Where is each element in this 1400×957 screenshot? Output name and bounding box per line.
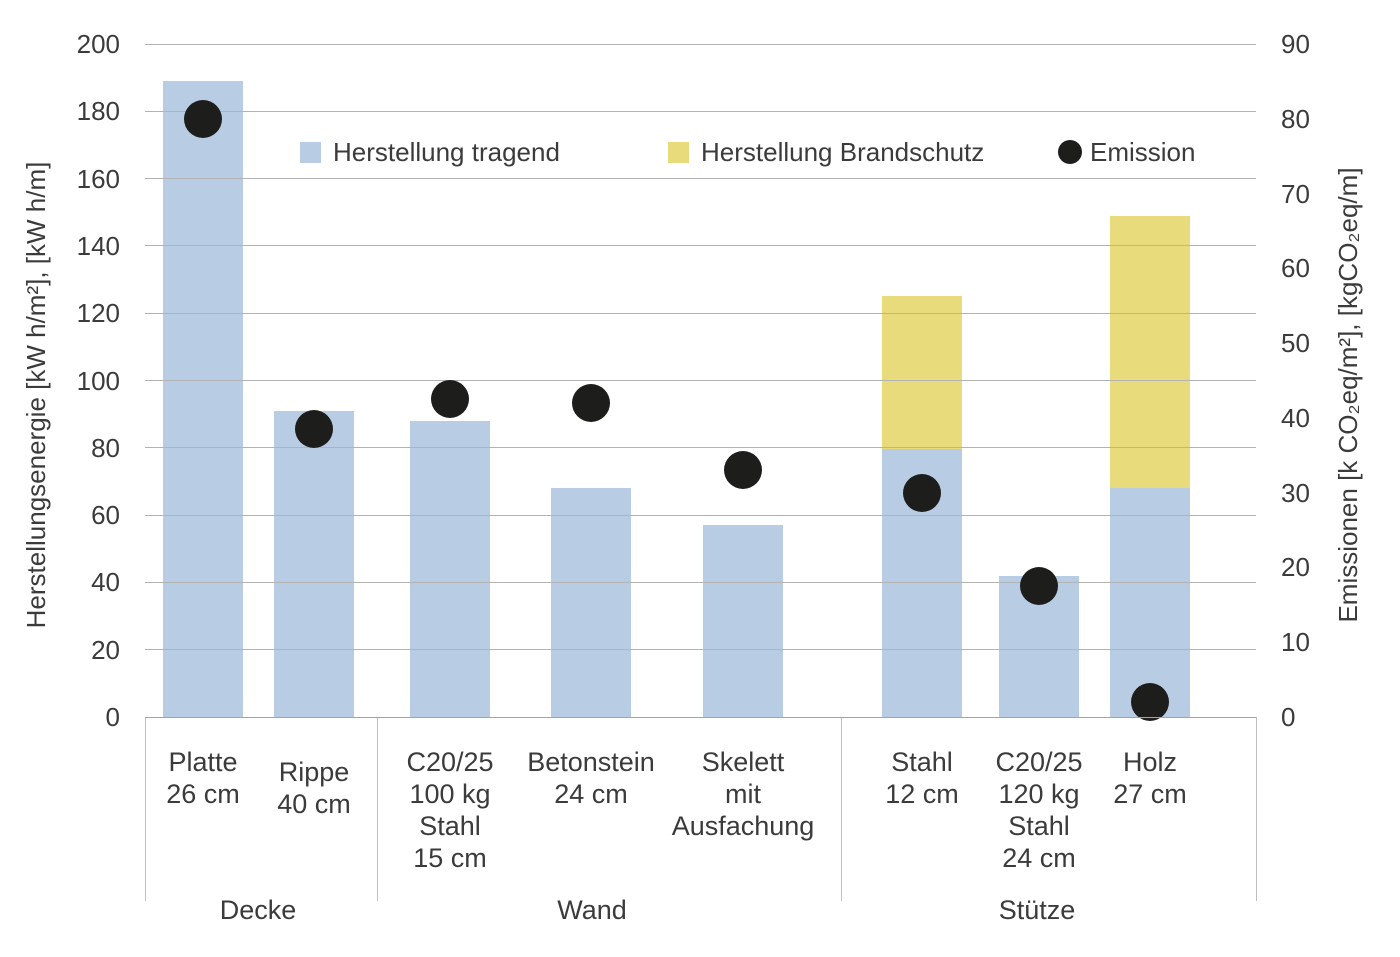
left-axis-title: Herstellungsenergie [kW h/m²], [kW h/m] bbox=[21, 161, 51, 629]
category-label-0: Platte 26 cm bbox=[93, 746, 313, 810]
category-label-line: Holz bbox=[1122, 747, 1177, 777]
category-label-line: 12 cm bbox=[885, 779, 959, 809]
right-axis-tick-label: 30 bbox=[1281, 477, 1310, 508]
legend-item-emission: Emission bbox=[1058, 138, 1195, 166]
category-label-line: Betonstein bbox=[527, 747, 655, 777]
right-axis-tick-label: 10 bbox=[1281, 627, 1310, 658]
emission-dot-3 bbox=[572, 383, 610, 422]
legend-swatch-emission-icon bbox=[1058, 140, 1082, 164]
legend-label: Herstellung Brandschutz bbox=[701, 137, 985, 167]
gridline-20 bbox=[145, 649, 1256, 651]
legend-swatch-brandschutz-icon bbox=[668, 141, 689, 163]
right-axis-title: Emissionen [k CO₂eq/m²], [kgCO₂eq/m] bbox=[1333, 167, 1363, 623]
emission-dot-5 bbox=[903, 473, 941, 512]
category-label-line: C20/25 bbox=[406, 747, 494, 777]
right-axis-tick-label: 20 bbox=[1281, 552, 1310, 583]
left-axis-tick-label: 100 bbox=[76, 365, 120, 396]
bar-tragend-7 bbox=[1110, 488, 1190, 717]
category-label-7: Holz 27 cm bbox=[1040, 746, 1260, 810]
category-label-line: Stahl bbox=[419, 811, 481, 841]
category-label-line: 24 cm bbox=[554, 779, 628, 809]
category-label-1: Rippe 40 cm bbox=[204, 756, 424, 820]
category-label-line: 26 cm bbox=[166, 779, 240, 809]
x-axis-line bbox=[145, 716, 1256, 718]
bar-tragend-3 bbox=[551, 488, 631, 717]
category-label-line: 15 cm bbox=[413, 843, 487, 873]
emission-dot-6 bbox=[1020, 567, 1058, 606]
gridline-180 bbox=[145, 110, 1256, 112]
left-axis-tick-label: 40 bbox=[91, 567, 120, 598]
left-axis-tick-label: 20 bbox=[91, 634, 120, 665]
gridline-120 bbox=[145, 312, 1256, 314]
right-axis-tick-label: 70 bbox=[1281, 178, 1310, 209]
category-label-3: Betonstein 24 cm bbox=[481, 746, 701, 810]
left-axis-tick-label: 140 bbox=[76, 230, 120, 261]
bar-tragend-4 bbox=[703, 525, 783, 717]
group-label-decke: Decke bbox=[219, 895, 297, 925]
right-axis-tick-label: 60 bbox=[1281, 253, 1310, 284]
category-label-2: C20/25 100 kg Stahl 15 cm bbox=[340, 746, 560, 874]
gridline-140 bbox=[145, 245, 1256, 247]
category-label-line: 24 cm bbox=[1002, 843, 1076, 873]
left-axis-tick-label: 60 bbox=[91, 500, 120, 531]
bar-brandschutz-7 bbox=[1110, 215, 1190, 489]
legend-swatch-tragend-icon bbox=[300, 141, 321, 163]
group-separator-0 bbox=[145, 717, 146, 901]
legend-item-herstellung-tragend: Herstellung tragend bbox=[300, 138, 560, 166]
emission-dot-0 bbox=[184, 99, 222, 138]
gridline-80 bbox=[145, 447, 1256, 449]
gridline-40 bbox=[145, 581, 1256, 583]
left-axis-tick-label: 0 bbox=[105, 702, 120, 732]
group-separator-3 bbox=[1256, 717, 1257, 901]
category-label-line: Platte bbox=[168, 747, 238, 777]
left-axis-tick-label: 120 bbox=[76, 298, 120, 329]
right-axis-tick-label: 50 bbox=[1281, 328, 1310, 359]
gridline-60 bbox=[145, 514, 1256, 516]
left-axis-tick-label: 200 bbox=[76, 29, 120, 59]
emission-dot-2 bbox=[431, 380, 469, 419]
left-axis-tick-label: 180 bbox=[76, 96, 120, 127]
emission-dot-1 bbox=[295, 410, 333, 449]
emission-dot-4 bbox=[724, 451, 762, 490]
gridline-200 bbox=[145, 43, 1256, 45]
category-label-line: Stahl bbox=[1008, 811, 1070, 841]
right-axis-tick-label: 90 bbox=[1281, 29, 1310, 59]
left-axis-tick-label: 160 bbox=[76, 163, 120, 194]
group-separator-1 bbox=[377, 717, 378, 901]
left-axis-tick-label: 80 bbox=[91, 432, 120, 463]
category-label-line: Skelett bbox=[701, 747, 785, 777]
right-axis-tick-label: 0 bbox=[1281, 702, 1296, 732]
category-label-line: 120 kg bbox=[998, 779, 1080, 809]
category-label-line: 27 cm bbox=[1113, 779, 1187, 809]
bar-brandschutz-5 bbox=[882, 296, 962, 450]
category-label-line: Rippe bbox=[278, 757, 350, 787]
legend-label: Herstellung tragend bbox=[333, 137, 560, 167]
category-label-4: Skelett mit Ausfachung bbox=[633, 746, 853, 842]
group-label-stütze: Stütze bbox=[998, 895, 1076, 925]
category-label-line: 100 kg bbox=[409, 779, 491, 809]
emission-dot-7 bbox=[1131, 683, 1169, 722]
bar-tragend-0 bbox=[163, 81, 243, 717]
legend-label: Emission bbox=[1090, 137, 1196, 167]
gridline-100 bbox=[145, 380, 1256, 381]
gridline-160 bbox=[145, 178, 1256, 180]
category-label-6: C20/25 120 kg Stahl 24 cm bbox=[929, 746, 1149, 874]
group-separator-2 bbox=[841, 717, 842, 901]
legend-item-herstellung-brandschutz: Herstellung Brandschutz bbox=[668, 138, 984, 166]
category-label-5: Stahl 12 cm bbox=[812, 746, 1032, 810]
category-label-line: mit bbox=[725, 779, 761, 809]
right-axis-tick-label: 80 bbox=[1281, 103, 1310, 134]
group-label-wand: Wand bbox=[557, 895, 627, 925]
category-label-line: Stahl bbox=[891, 747, 953, 777]
category-label-line: Ausfachung bbox=[671, 811, 815, 841]
category-label-line: C20/25 bbox=[995, 747, 1083, 777]
category-label-line: 40 cm bbox=[277, 789, 351, 819]
bar-tragend-2 bbox=[410, 420, 490, 717]
bar-tragend-1 bbox=[274, 410, 354, 717]
right-axis-tick-label: 40 bbox=[1281, 402, 1310, 433]
